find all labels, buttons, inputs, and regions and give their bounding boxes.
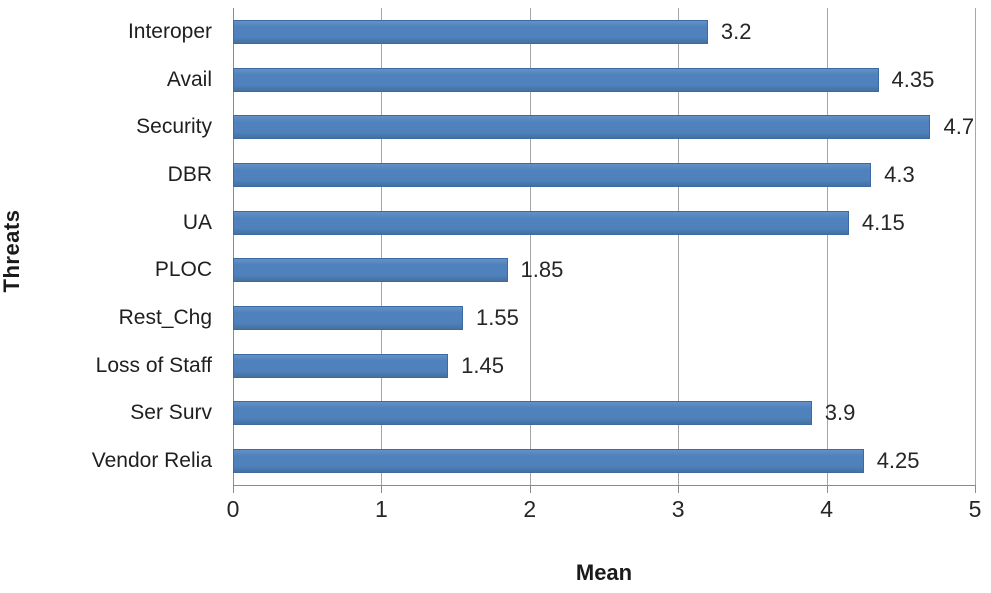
bar-interoper (233, 19, 708, 44)
bar-value-label: 4.35 (891, 66, 935, 92)
bar-vendor-relia (233, 449, 864, 474)
gridline (529, 8, 531, 485)
gridline (826, 8, 828, 485)
bar-avail (233, 67, 879, 92)
plot-area: 3.2 4.35 4.7 4.3 4.15 1.85 1.55 1.45 3.9 4.25 (233, 8, 976, 485)
category-label-dbr: DBR (167, 162, 212, 186)
bar-row: 3.2 (233, 8, 975, 56)
bar-value-label: 4.15 (861, 209, 905, 235)
category-label-interoper: Interoper (127, 19, 212, 43)
bar-value-label: 4.3 (884, 161, 915, 187)
bar-row: 4.15 (233, 199, 975, 247)
x-axis-line (233, 485, 976, 486)
category-label-vendor-relia: Vendor Relia (91, 449, 212, 473)
x-axis-title: Mean (575, 560, 633, 585)
x-tick-label: 1 (374, 496, 388, 522)
bar-value-label: 1.55 (476, 305, 519, 331)
bar-row: 1.55 (233, 294, 975, 342)
bar-loss-of-staff (233, 353, 449, 378)
x-tick-mark (381, 486, 383, 493)
bar-row: 4.7 (233, 103, 975, 151)
bar-value-label: 1.85 (520, 257, 564, 283)
gridline (381, 8, 383, 485)
category-label-ua: UA (182, 210, 212, 234)
bar-row: 1.85 (233, 247, 975, 295)
category-label-avail: Avail (166, 67, 212, 91)
bar-dbr (233, 162, 872, 187)
gridline (678, 8, 680, 485)
x-tick-label: 5 (968, 496, 982, 522)
x-tick-mark (975, 486, 976, 493)
bar-rest-chg (233, 306, 464, 331)
bar-row: 4.25 (233, 437, 975, 485)
x-tick-label: 3 (671, 496, 685, 522)
category-label-loss-of-staff: Loss of Staff (95, 353, 212, 377)
bar-security (233, 115, 931, 140)
bar-value-label: 4.25 (876, 448, 920, 474)
x-tick-mark (233, 486, 234, 493)
category-label-security: Security (136, 115, 212, 139)
bar-row: 3.9 (233, 390, 975, 438)
bar-value-label: 1.45 (461, 352, 504, 378)
bar-ser-surv (233, 401, 812, 426)
bar-row: 1.45 (233, 342, 975, 390)
bar-ua (233, 210, 849, 235)
x-tick-label: 4 (820, 496, 833, 522)
bar-value-label: 4.7 (943, 114, 975, 140)
x-tick-mark (678, 486, 680, 493)
category-axis-labels: Interoper Avail Security DBR UA PLOC Rest_Chg L… (0, 8, 222, 485)
x-tick-label: 0 (226, 496, 240, 522)
value-axis-zero-line (233, 8, 234, 485)
bar-ploc (233, 258, 508, 283)
bar-value-label: 3.9 (824, 400, 856, 426)
category-label-ploc: PLOC (154, 258, 212, 282)
x-tick-mark (529, 486, 531, 493)
category-label-ser-surv: Ser Surv (130, 401, 212, 425)
x-tick-mark (826, 486, 828, 493)
gridline (975, 8, 976, 485)
bar-row: 4.3 (233, 151, 975, 199)
bar-value-label: 3.2 (720, 18, 752, 44)
x-tick-label: 2 (523, 496, 537, 522)
bar-row: 4.35 (233, 56, 975, 104)
category-label-rest-chg: Rest_Chg (118, 306, 212, 330)
